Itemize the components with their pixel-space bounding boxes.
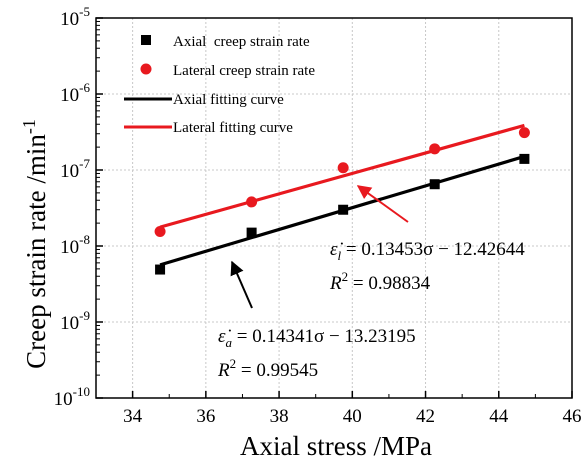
annotation-arrow-lateral — [356, 185, 409, 223]
lateral-data-point — [154, 226, 166, 238]
y-axis-title-sup: -1 — [19, 119, 39, 134]
plot-frame — [95, 17, 573, 399]
x-tick-label: 44 — [489, 406, 509, 427]
y-axis-title: Creep strain rate /min-1 — [19, 119, 51, 369]
lateral-data-point — [518, 127, 530, 139]
annotation-lateral-equation: ε̇l = 0.13453σ − 12.42644 — [330, 239, 525, 263]
y-tick-label: 10-5 — [60, 4, 90, 30]
y-tick-label-base: 10 — [60, 85, 79, 106]
y-tick-label: 10-8 — [60, 232, 90, 258]
lateral-data-point — [429, 143, 441, 155]
x-tick-label: 38 — [270, 406, 289, 427]
annotation-axial-r2-rest: = 0.99545 — [236, 360, 318, 381]
y-tick-label-exp: -10 — [73, 384, 90, 399]
y-tick-label-exp: -6 — [79, 80, 90, 95]
y-tick-label-base: 10 — [54, 389, 73, 410]
annotation-lateral: ε̇l = 0.13453σ − 12.42644 R2 = 0.98834 — [329, 185, 525, 294]
axial-data-point — [338, 204, 349, 215]
annotation-axial-eq-rest: = 0.14341σ − 13.23195 — [232, 326, 416, 347]
x-tick-label: 40 — [343, 406, 362, 427]
legend-marker-lateral — [140, 63, 152, 75]
y-tick-label: 10-7 — [60, 156, 90, 182]
axial-data-point — [246, 227, 257, 238]
legend-label-axial-fit: Axial fitting curve — [173, 92, 284, 108]
y-tick-label-base: 10 — [60, 161, 79, 182]
y-tick-label-base: 10 — [60, 9, 79, 30]
x-tick-label: 34 — [123, 406, 143, 427]
legend-label-axial: Axial creep strain rate — [173, 34, 310, 50]
legend: Axial creep strain rate Lateral creep st… — [124, 34, 315, 136]
annotation-axial-r2-sup: 2 — [230, 356, 237, 371]
annotation-axial-r2: R2 = 0.99545 — [217, 356, 318, 381]
x-tick-label: 46 — [563, 406, 582, 427]
annotation-lateral-r2-sup: 2 — [342, 269, 349, 284]
x-tick-label: 36 — [196, 406, 215, 427]
y-axis-title-main: Creep strain rate /min — [21, 134, 51, 369]
y-tick-label-exp: -5 — [79, 4, 90, 19]
annotation-lateral-r2-symbol: R — [329, 273, 342, 294]
y-tick-label: 10-6 — [60, 80, 90, 106]
annotation-lateral-r2: R2 = 0.98834 — [329, 269, 431, 294]
y-tick-label-exp: -7 — [79, 156, 90, 171]
lateral-data-point — [246, 196, 258, 208]
y-tick-label-exp: -8 — [79, 232, 90, 247]
annotation-axial: ε̇a = 0.14341σ − 13.23195 R2 = 0.99545 — [217, 260, 416, 381]
y-tick-label: 10-9 — [60, 308, 90, 334]
annotation-axial-r2-symbol: R — [217, 360, 230, 381]
legend-marker-axial — [141, 35, 151, 45]
annotation-arrow-axial — [230, 260, 253, 309]
axial-data-point — [519, 153, 530, 164]
annotation-lateral-r2-rest: = 0.98834 — [348, 273, 430, 294]
y-tick-label: 10-10 — [54, 384, 90, 410]
annotation-axial-equation: ε̇a = 0.14341σ − 13.23195 — [218, 326, 416, 350]
annotation-lateral-eq-sub: l — [338, 248, 342, 263]
data-points — [154, 127, 530, 275]
annotation-axial-eq-sub: a — [226, 335, 233, 350]
y-tick-label-base: 10 — [60, 313, 79, 334]
legend-label-lateral: Lateral creep strain rate — [173, 63, 315, 79]
y-tick-label-base: 10 — [60, 237, 79, 258]
x-tick-label: 42 — [416, 406, 435, 427]
x-axis-title: Axial stress /MPa — [240, 431, 432, 461]
axial-data-point — [155, 264, 166, 275]
legend-label-lateral-fit: Lateral fitting curve — [173, 120, 293, 136]
lateral-fit-line — [159, 123, 525, 229]
lateral-data-point — [337, 162, 349, 174]
axial-data-point — [429, 179, 440, 190]
annotation-lateral-eq-rest: = 0.13453σ − 12.42644 — [341, 239, 525, 260]
y-tick-label-exp: -9 — [79, 308, 90, 323]
